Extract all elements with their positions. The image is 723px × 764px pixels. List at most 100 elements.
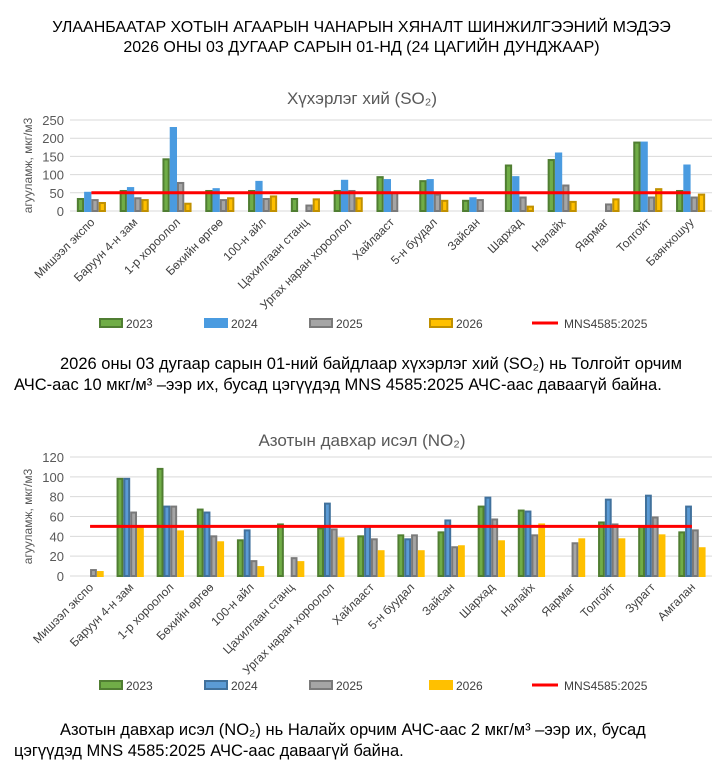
bar-2025 (262, 197, 270, 212)
bar-2026 (441, 199, 449, 212)
x-tick-label: Толгойт (614, 215, 655, 256)
bar-2026 (177, 530, 184, 577)
bar-2024 (364, 525, 371, 577)
bar-2023 (638, 525, 645, 577)
bar-2023 (205, 189, 213, 213)
bar-2025 (690, 196, 698, 212)
bar-2025 (519, 196, 527, 212)
bar-2025 (219, 199, 228, 213)
bar-2025 (391, 191, 399, 213)
legend-label: 2026 (456, 317, 483, 331)
x-tick-label: Зайсан (445, 215, 483, 253)
bar-2023 (162, 158, 170, 212)
bar-2023 (462, 199, 470, 212)
y-tick-label: 250 (42, 113, 64, 128)
bar-2024 (683, 164, 691, 212)
legend-label: 2023 (126, 317, 153, 331)
bar-2025 (433, 193, 442, 213)
x-tick-label: 5-н буудал (388, 215, 440, 267)
chart-title: Азотын давхар исэл (NO₂) (258, 431, 465, 450)
bar-2024 (426, 179, 434, 212)
bar-2026 (98, 201, 106, 212)
bar-2026 (96, 571, 104, 578)
bar-2024 (444, 519, 452, 577)
bar-2025 (411, 534, 418, 577)
y-tick-label: 40 (50, 529, 64, 544)
bar-2023 (477, 505, 485, 577)
y-tick-label: 50 (50, 186, 64, 201)
bar-2025 (370, 538, 378, 577)
x-tick-label: Яармаг (539, 580, 579, 620)
bar-2023 (517, 509, 525, 577)
bar-2025 (476, 199, 484, 213)
bar-2024 (243, 529, 251, 577)
bar-2026 (337, 537, 345, 577)
bar-2024 (126, 187, 135, 212)
bar-2023 (277, 523, 284, 577)
bar-2023 (633, 141, 641, 212)
bar-2023 (290, 197, 299, 212)
bar-2024 (84, 191, 92, 213)
bar-2023 (317, 527, 324, 577)
bar-2026 (655, 188, 663, 213)
bar-2024 (554, 152, 563, 212)
bar-2025 (611, 523, 619, 577)
x-tick-label: Шархад (485, 215, 526, 256)
bar-2026 (141, 199, 149, 213)
bar-2024 (323, 502, 331, 577)
bar-2025 (210, 535, 218, 578)
bar-2023 (598, 521, 605, 577)
so2-summary-line2: АЧС-аас 10 мкг/м³ –ээр их, бусад цэгүүдэ… (14, 376, 662, 394)
legend-swatch-2024 (204, 680, 228, 690)
y-tick-label: 150 (42, 149, 64, 164)
x-tick-label: Шархад (457, 580, 498, 621)
bar-2026 (498, 540, 505, 577)
y-tick-label: 100 (42, 168, 64, 183)
y-tick-label: 120 (42, 450, 64, 465)
no2-summary-line1: Азотын давхар исэл (NO₂) нь Налайх орчим… (60, 721, 646, 739)
bar-2025 (130, 511, 138, 577)
bar-2025 (348, 189, 356, 213)
bar-2025 (177, 181, 185, 212)
x-tick-label: Налайх (498, 580, 537, 619)
bar-2025 (491, 518, 499, 577)
bar-2024 (685, 505, 692, 577)
bar-2025 (90, 569, 97, 578)
bar-2026 (227, 197, 235, 213)
y-axis-label: агууламж, мкг/м3 (21, 117, 35, 213)
bar-2023 (676, 189, 684, 213)
header-line1: УЛААНБААТАР ХОТЫН АГААРЫН ЧАНАРЫН ХЯНАЛТ… (52, 19, 671, 36)
bar-2023 (248, 189, 256, 213)
legend-swatch-2023 (99, 318, 123, 328)
bar-2025 (250, 560, 258, 577)
so2-chart: Хүхэрлэг хий (SO₂) 0 50 100 150 200 250 агуулам… (21, 89, 712, 331)
bar-2026 (355, 197, 363, 213)
legend-label: 2023 (126, 679, 153, 693)
bar-2026 (612, 198, 620, 212)
bar-2023 (119, 189, 127, 213)
bar-2023 (357, 535, 365, 578)
bar-2026 (698, 547, 706, 578)
so2-summary-line1: 2026 оны 03 дугаар сарын 01-ний байдлаар… (60, 355, 682, 373)
bar-2025 (562, 184, 570, 212)
bar-2025 (531, 534, 539, 577)
bar-2024 (169, 127, 177, 212)
report-header: УЛААНБААТАР ХОТЫН АГААРЫН ЧАНАРЫН ХЯНАЛТ… (0, 0, 723, 58)
bar-2026 (578, 538, 586, 577)
legend-label: 2025 (336, 317, 363, 331)
bar-2025 (91, 199, 99, 213)
y-tick-label: 20 (50, 549, 64, 564)
bar-2024 (212, 188, 220, 213)
bar-2023 (504, 164, 513, 212)
bar-2026 (377, 550, 385, 577)
bar-2024 (203, 511, 211, 577)
bar-2023 (156, 467, 164, 577)
bar-2023 (397, 534, 405, 577)
x-tick-label: Цахилгаан станц (220, 580, 297, 657)
y-tick-label: 60 (50, 510, 64, 525)
bar-2023 (437, 531, 445, 578)
legend-swatch-2025 (309, 680, 333, 690)
x-tick-label: Толгойт (578, 580, 619, 621)
x-tick-label: Зурагт (622, 580, 658, 616)
y-tick-label: 0 (57, 569, 64, 584)
